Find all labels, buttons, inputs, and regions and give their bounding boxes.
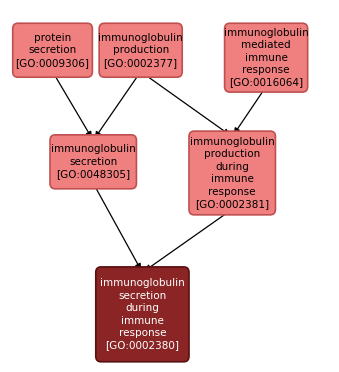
Text: immunoglobulin
secretion
during
immune
response
[GO:0002380]: immunoglobulin secretion during immune r…: [100, 278, 185, 350]
Text: protein
secretion
[GO:0009306]: protein secretion [GO:0009306]: [16, 33, 89, 68]
FancyBboxPatch shape: [224, 23, 308, 92]
Text: immunoglobulin
production
during
immune
response
[GO:0002381]: immunoglobulin production during immune …: [190, 137, 275, 209]
FancyBboxPatch shape: [50, 135, 136, 189]
Text: immunoglobulin
production
[GO:0002377]: immunoglobulin production [GO:0002377]: [98, 33, 183, 68]
Text: immunoglobulin
secretion
[GO:0048305]: immunoglobulin secretion [GO:0048305]: [51, 144, 136, 179]
FancyBboxPatch shape: [189, 131, 275, 215]
FancyBboxPatch shape: [13, 23, 92, 77]
Text: immunoglobulin
mediated
immune
response
[GO:0016064]: immunoglobulin mediated immune response …: [224, 28, 308, 87]
FancyBboxPatch shape: [96, 267, 189, 362]
FancyBboxPatch shape: [99, 23, 182, 77]
